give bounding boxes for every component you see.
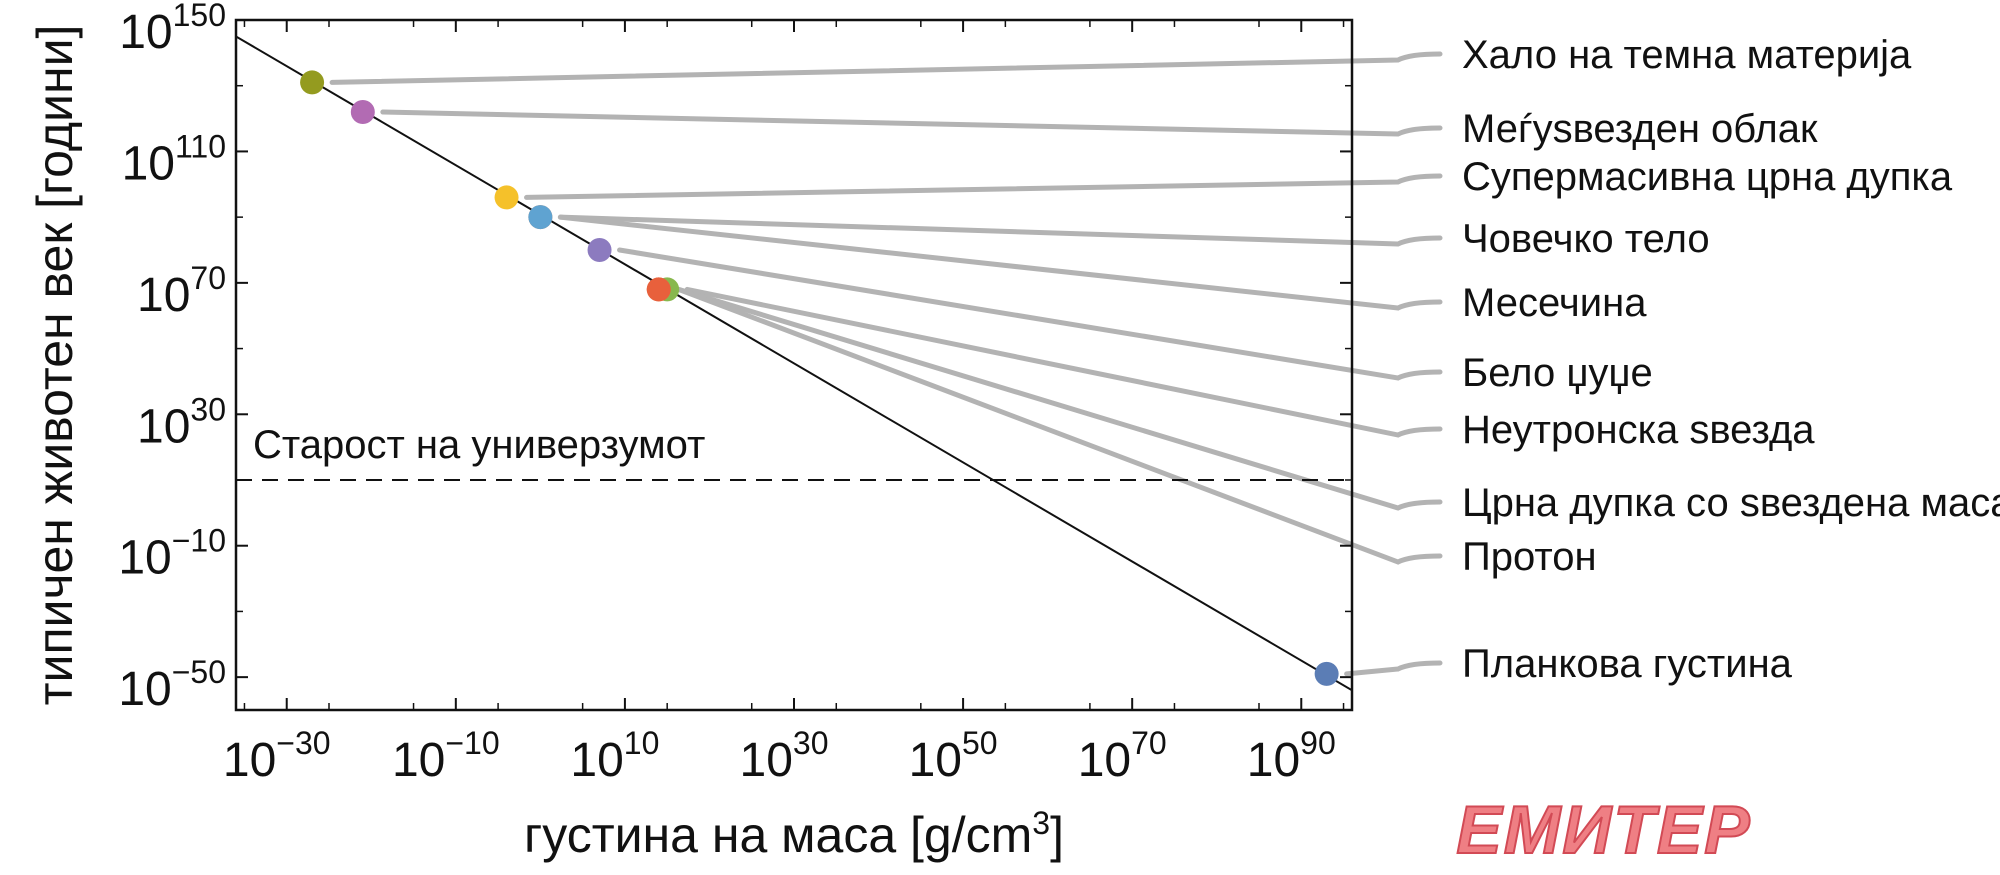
data-point-0 <box>300 70 325 95</box>
data-point-1 <box>350 100 375 124</box>
emiter-logo: ЕМИТЕР <box>1456 792 1751 868</box>
point-label-4: Месечина <box>1462 281 1647 325</box>
data-point-4 <box>528 205 553 230</box>
x-tick-label-5: 1070 <box>1078 725 1167 787</box>
leader-line-7 <box>676 286 1443 511</box>
plot-frame <box>234 18 1354 712</box>
y-tick-label-2: 1070 <box>137 260 226 322</box>
y-axis-title: типичен животен век [години] <box>27 25 83 706</box>
data-point-9 <box>1314 661 1339 686</box>
point-label-8: Протон <box>1462 535 1597 579</box>
y-tick-label-5: 10−50 <box>118 654 226 716</box>
y-tick-label-1: 10110 <box>122 128 226 190</box>
point-label-9: Планкова густина <box>1462 642 1793 686</box>
point-labels: Хало на темна материја Меѓуѕвезден облакС… <box>1462 33 2000 686</box>
x-axis-title: густина на маса [g/cm3] <box>524 805 1064 863</box>
leader-line-2 <box>524 173 1443 200</box>
reference-line-label: Старост на универзумот <box>253 423 705 467</box>
x-tick-label-4: 1050 <box>909 725 998 787</box>
axis-ticks: 10−30 10−10 1010 1030 1050 1070 1090 10150 10110… <box>118 0 1352 787</box>
y-tick-label-3: 1030 <box>137 391 226 453</box>
point-label-5: Бело џуџе <box>1462 351 1653 395</box>
data-point-2 <box>494 185 519 210</box>
y-tick-label-4: 10−10 <box>118 523 226 585</box>
x-tick-label-6: 1090 <box>1247 725 1336 787</box>
leader-line-6 <box>684 286 1443 438</box>
leader-line-4 <box>557 214 1443 311</box>
x-tick-label-1: 10−10 <box>392 725 500 787</box>
point-label-3: Човечко тело <box>1462 217 1710 261</box>
leader-line-8 <box>676 286 1443 565</box>
leader-lines <box>329 51 1443 677</box>
point-label-6: Неутронска ѕвезда <box>1462 408 1815 452</box>
leader-line-3 <box>557 214 1443 247</box>
point-label-2: Супермасивна црна дупка <box>1462 155 1953 199</box>
x-tick-label-0: 10−30 <box>223 725 331 787</box>
leader-line-1 <box>380 109 1443 137</box>
data-point-8 <box>646 277 671 302</box>
point-label-7: Црна дупка со ѕвездена маса <box>1462 481 2000 525</box>
x-tick-label-3: 1030 <box>740 725 829 787</box>
point-label-1: Меѓуѕвезден облак <box>1462 107 1818 151</box>
leader-line-0 <box>329 51 1443 85</box>
data-points <box>300 70 1339 686</box>
leader-line-5 <box>617 247 1443 381</box>
point-label-0: Хало на темна материја <box>1462 33 1912 77</box>
y-tick-label-0: 10150 <box>119 0 226 59</box>
x-tick-label-2: 1010 <box>570 725 659 787</box>
leader-line-9 <box>1344 660 1443 677</box>
trend-line <box>236 35 1352 692</box>
data-point-5 <box>587 238 612 262</box>
